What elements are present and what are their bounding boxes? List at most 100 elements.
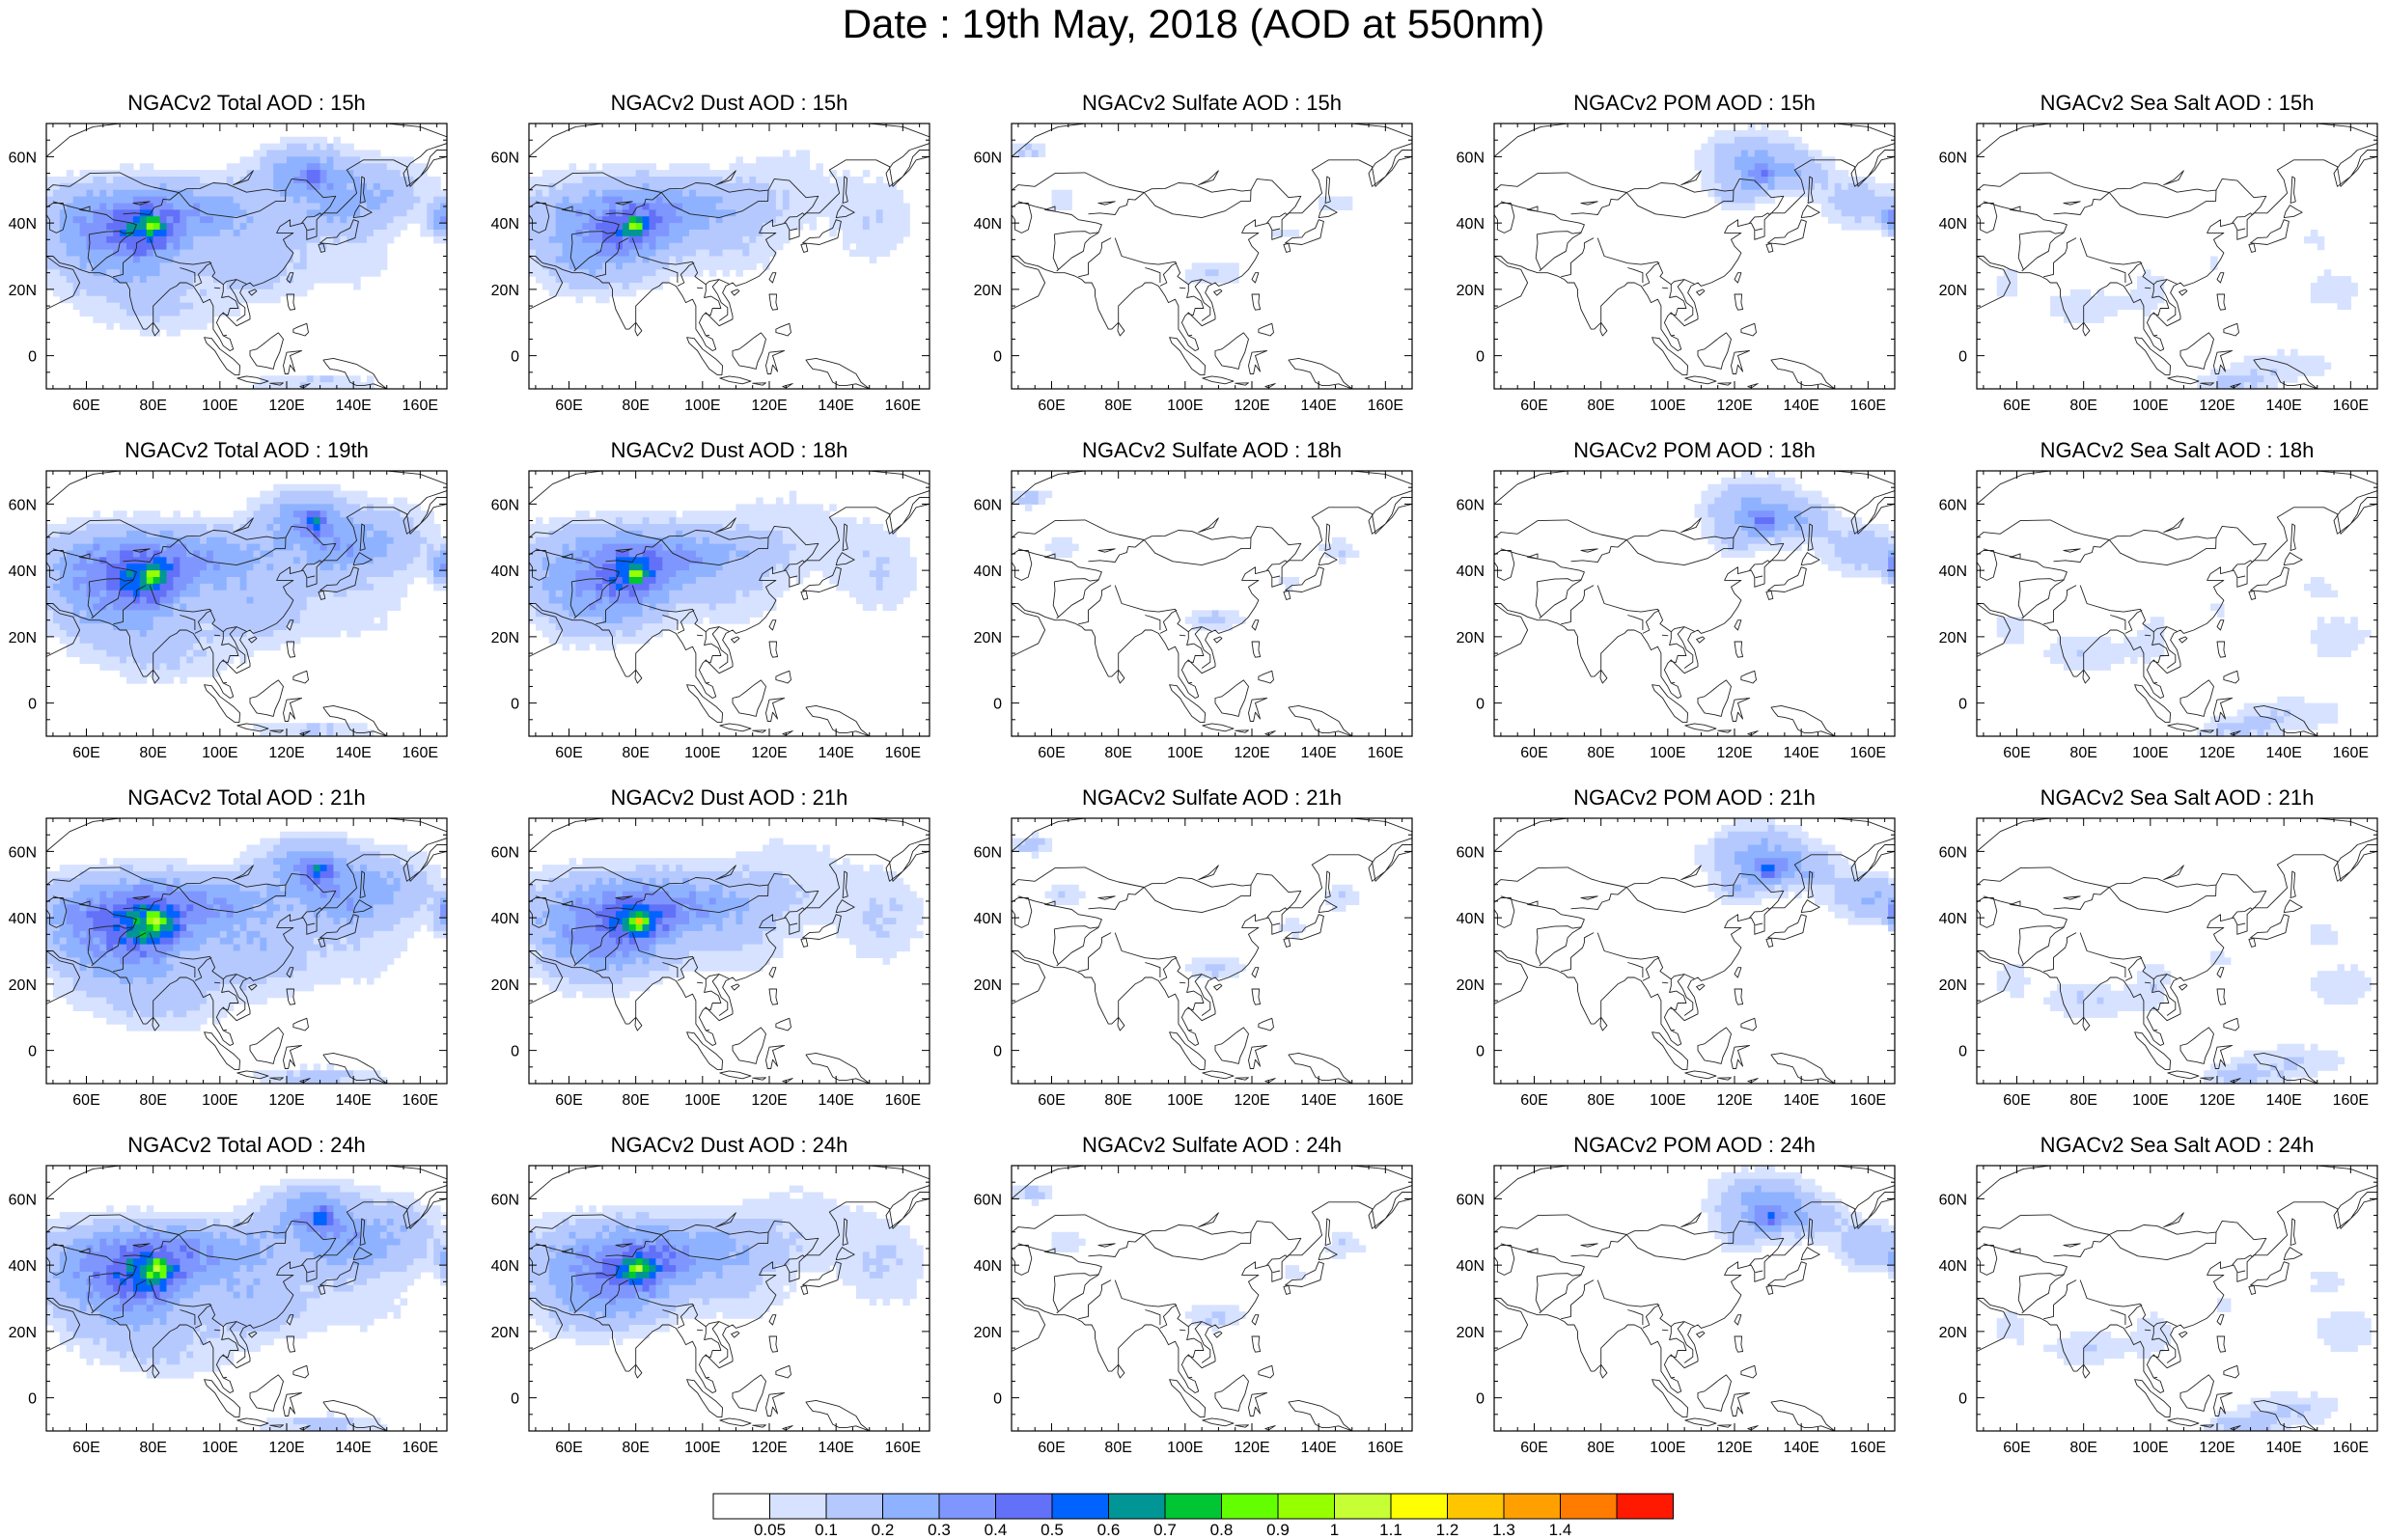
aod-cell (682, 170, 690, 178)
aod-cell (239, 256, 248, 263)
aod-cell (353, 269, 361, 277)
aod-cell (2317, 235, 2325, 244)
aod-cell (809, 177, 818, 184)
aod-cell (373, 583, 381, 591)
aod-cell (2143, 289, 2151, 297)
aod-cell (313, 550, 321, 558)
aod-cell (1318, 203, 1326, 210)
aod-cell (120, 557, 127, 564)
aod-cell (2230, 375, 2238, 383)
aod-cell (715, 242, 724, 251)
aod-cell (609, 283, 617, 290)
aod-cell (676, 177, 683, 184)
aod-cell (86, 536, 95, 545)
coastline-luzon (768, 293, 779, 311)
aod-cell (212, 530, 221, 538)
aod-cell (782, 182, 791, 191)
aod-cell (2130, 289, 2138, 297)
aod-cell (233, 557, 241, 564)
aod-cell (126, 603, 134, 611)
aod-cell (306, 483, 315, 492)
aod-cell (72, 649, 81, 658)
aod-cell (2143, 269, 2151, 277)
aod-cell (207, 170, 214, 178)
aod-cell (353, 617, 361, 624)
aod-cell (139, 623, 148, 631)
aod-cell (233, 170, 241, 178)
aod-cell (379, 536, 388, 545)
aod-cell (562, 242, 570, 251)
aod-cell (2230, 369, 2238, 376)
lon-tick-label: 160E (885, 398, 921, 414)
aod-cell (575, 242, 583, 251)
aod-cell (1694, 156, 1703, 164)
aod-cell (72, 530, 81, 538)
aod-cell (379, 256, 388, 263)
aod-cell (689, 269, 697, 277)
aod-cell (541, 249, 550, 258)
coastline-sumbawa (269, 729, 284, 733)
aod-cell (2337, 276, 2345, 284)
aod-cell (200, 242, 208, 251)
aod-cell (1801, 170, 1809, 178)
aod-cell (1881, 203, 1889, 210)
aod-cell (273, 617, 281, 624)
aod-cell (306, 530, 315, 538)
aod-cell (702, 256, 710, 263)
country-border (1661, 287, 1669, 289)
aod-cell (260, 570, 267, 578)
aod-cell (266, 583, 274, 591)
aod-cell (280, 163, 288, 171)
aod-cell (292, 543, 301, 552)
aod-cell (862, 223, 871, 231)
aod-cell (729, 524, 737, 532)
aod-cell (233, 524, 241, 532)
aod-cell (93, 603, 100, 611)
aod-cell (260, 729, 267, 736)
aod-cell (313, 177, 321, 184)
aod-cell (120, 643, 127, 651)
aod-cell (313, 490, 321, 499)
aod-cell (173, 242, 180, 251)
aod-cell (159, 577, 168, 585)
aod-cell (219, 235, 228, 244)
aod-cell (795, 156, 804, 164)
aod-cell (166, 649, 175, 658)
aod-cell (280, 382, 288, 389)
aod-cell (313, 504, 321, 511)
aod-cell (400, 557, 408, 564)
aod-cell (689, 530, 697, 538)
aod-cell (1847, 216, 1856, 224)
aod-cell (802, 510, 811, 518)
aod-cell (46, 590, 54, 598)
aod-cell (1714, 170, 1722, 178)
aod-cell (166, 596, 175, 605)
country-border (2153, 334, 2158, 337)
aod-cell (273, 536, 281, 545)
aod-cell (1707, 182, 1715, 191)
aod-cell (146, 170, 154, 178)
aod-cell (132, 235, 141, 244)
aod-cell (266, 557, 274, 564)
aod-cell (1841, 189, 1849, 198)
aod-cell (173, 189, 180, 198)
aod-cell (669, 235, 677, 244)
aod-cell (789, 196, 797, 205)
aod-cell (180, 316, 187, 323)
aod-cell (319, 269, 328, 277)
aod-cell (347, 203, 354, 210)
coastline-mainland (46, 124, 447, 351)
aod-cell (72, 262, 81, 270)
aod-cell (180, 617, 187, 624)
aod-cell (541, 177, 550, 184)
aod-cell (1198, 262, 1207, 270)
aod-cell (1024, 150, 1033, 157)
aod-cell (862, 249, 871, 258)
aod-cell (2270, 355, 2278, 364)
aod-cell (855, 209, 864, 217)
aod-cell (226, 590, 235, 598)
aod-cell (246, 583, 255, 591)
aod-cell (1728, 203, 1735, 210)
aod-cell (689, 189, 697, 198)
aod-cell (159, 203, 168, 210)
